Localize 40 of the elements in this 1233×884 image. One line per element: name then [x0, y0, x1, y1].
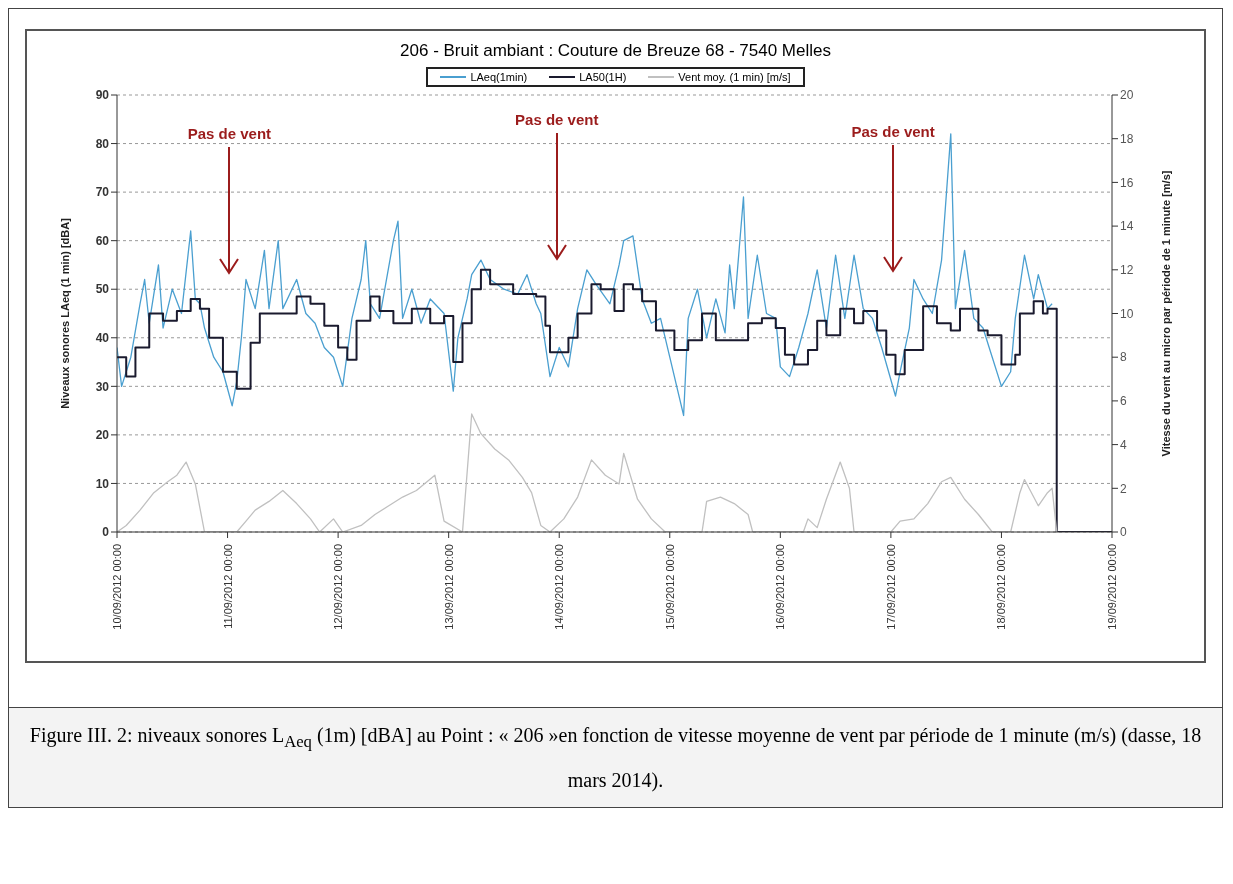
y-tick-label: 90 [95, 88, 110, 103]
y2-tick-label: 12 [1120, 263, 1134, 278]
annotation: Pas de vent [850, 123, 936, 140]
y2-tick-label: 2 [1120, 481, 1127, 496]
x-tick-label: 15/09/2012 00:00 [663, 544, 676, 630]
y2-tick-label: 6 [1120, 394, 1127, 409]
legend-label: Vent moy. (1 min) [m/s] [677, 71, 791, 83]
y2-tick-label: 18 [1120, 131, 1134, 146]
y2-axis-title: Vitesse du vent au micro par période de 1 minute [m/s] [1159, 170, 1172, 457]
annotation: Pas de vent [186, 125, 273, 142]
x-tick-label: 14/09/2012 00:00 [553, 544, 566, 630]
x-tick-label: 17/09/2012 00:00 [884, 544, 897, 630]
y2-tick-label: 20 [1120, 88, 1134, 103]
x-tick-label: 10/09/2012 00:00 [111, 544, 123, 630]
y-tick-label: 40 [95, 331, 110, 346]
x-tick-label: 13/09/2012 00:00 [442, 544, 455, 630]
y-tick-label: 0 [102, 525, 110, 540]
y2-tick-label: 14 [1120, 219, 1134, 234]
y2-tick-label: 16 [1120, 175, 1134, 190]
y-tick-label: 20 [95, 428, 110, 443]
y-tick-label: 30 [95, 379, 110, 394]
y-tick-label: 80 [95, 136, 110, 151]
legend-label: LAeq(1min) [469, 71, 528, 83]
x-tick-label: 18/09/2012 00:00 [995, 544, 1008, 630]
chart-title: 206 - Bruit ambiant : Couture de Breuze 68 - 7540 Melles [399, 41, 832, 61]
y-tick-label: 50 [95, 282, 110, 297]
x-tick-label: 16/09/2012 00:00 [774, 544, 787, 630]
annotation: Pas de vent [514, 111, 600, 128]
y-tick-label: 10 [95, 476, 110, 491]
x-tick-label: 11/09/2012 00:00 [221, 544, 234, 629]
legend-label: LA50(1H) [578, 71, 627, 83]
x-tick-label: 12/09/2012 00:00 [332, 544, 345, 630]
y-tick-label: 60 [95, 233, 110, 248]
y2-tick-label: 8 [1120, 350, 1127, 365]
x-tick-label: 19/09/2012 00:00 [1106, 544, 1118, 630]
y-axis-title: Niveaux sonores LAeq (1 min) [dBA] [58, 217, 71, 409]
y-tick-label: 70 [95, 185, 110, 200]
y2-tick-label: 4 [1120, 437, 1127, 452]
y2-tick-label: 10 [1120, 306, 1134, 321]
y2-tick-label: 0 [1120, 525, 1127, 540]
